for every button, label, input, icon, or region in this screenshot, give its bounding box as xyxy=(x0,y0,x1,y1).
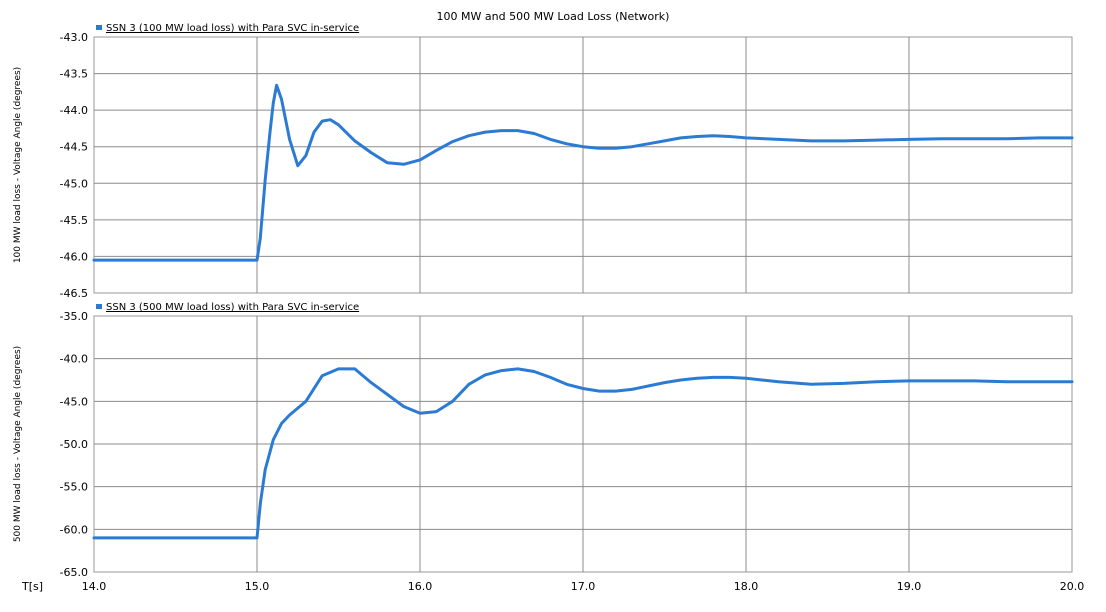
top-y-tick-label: -44.0 xyxy=(60,104,88,117)
top-series-line xyxy=(92,83,1074,262)
bottom-y-tick-label: -60.0 xyxy=(60,523,88,536)
top-y-tick-label: -44.5 xyxy=(60,141,88,154)
top-y-tick-label: -46.0 xyxy=(60,250,88,263)
bottom-y-tick-label: -65.0 xyxy=(60,566,88,579)
top-legend-label: SSN 3 (100 MW load loss) with Para SVC i… xyxy=(106,23,359,34)
bottom-y-tick-label: -35.0 xyxy=(60,310,88,323)
x-tick-label: 19.0 xyxy=(897,580,922,593)
top-y-tick-label: -43.5 xyxy=(60,68,88,81)
chart-title: 100 MW and 500 MW Load Loss (Network) xyxy=(437,10,670,23)
x-axis-label: T[s] xyxy=(21,580,43,593)
top-y-axis-label: 100 MW load loss - Voltage Angle (degree… xyxy=(13,67,23,263)
bottom-legend-swatch xyxy=(96,304,102,309)
bottom-y-tick-label: -40.0 xyxy=(60,353,88,366)
x-tick-label: 16.0 xyxy=(408,580,433,593)
top-y-tick-label: -45.0 xyxy=(60,177,88,190)
top-y-tick-label: -45.5 xyxy=(60,214,88,227)
bottom-plot-panel: 14.0 15.0 16.0 17.0 18.0 19.0 20.0 -35.0 -40.0 -4… xyxy=(13,302,1084,593)
bottom-y-tick-label: -45.0 xyxy=(60,395,88,408)
x-tick-label: 14.0 xyxy=(82,580,107,593)
top-legend-swatch xyxy=(96,25,102,30)
bottom-y-tick-label: -50.0 xyxy=(60,438,88,451)
x-tick-label: 17.0 xyxy=(571,580,596,593)
top-plot-panel: -43.0 -43.5 -44.0 -44.5 -45.0 -45.5 -46.0 -46.5… xyxy=(13,23,1074,300)
top-y-tick-label: -46.5 xyxy=(60,287,88,300)
x-tick-label: 18.0 xyxy=(734,580,759,593)
bottom-y-axis-label: 500 MW load loss - Voltage Angle (degree… xyxy=(13,346,23,542)
x-tick-label: 15.0 xyxy=(245,580,270,593)
bottom-series-line xyxy=(92,367,1074,540)
bottom-legend-label: SSN 3 (500 MW load loss) with Para SVC i… xyxy=(106,302,359,313)
top-y-tick-label: -43.0 xyxy=(60,31,88,44)
x-tick-label: 20.0 xyxy=(1060,580,1085,593)
bottom-y-tick-label: -55.0 xyxy=(60,481,88,494)
